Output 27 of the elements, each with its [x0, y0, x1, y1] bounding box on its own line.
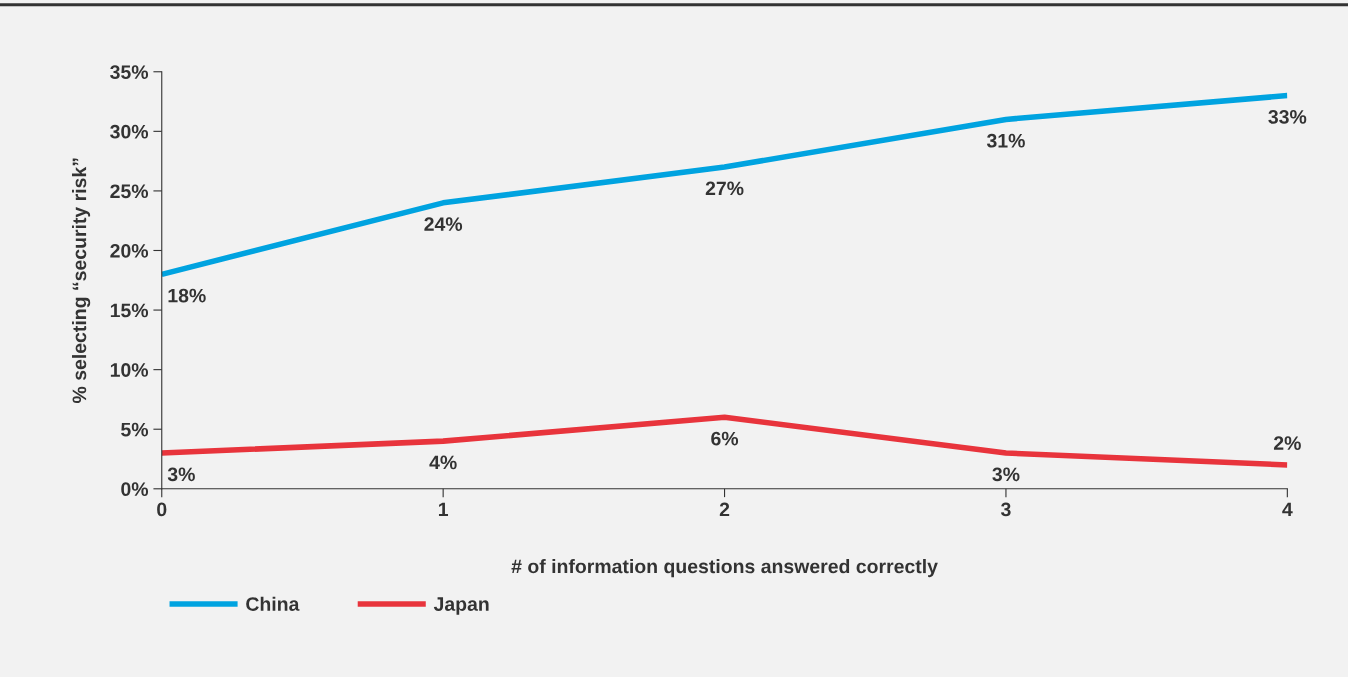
x-axis-title: # of information questions answered correctly — [511, 559, 938, 578]
x-tick-label: 2 — [719, 502, 730, 517]
y-tick-label: 15% — [110, 303, 149, 318]
y-tick-label: 20% — [110, 243, 149, 258]
y-tick-label: 35% — [110, 65, 149, 80]
data-label: 18% — [168, 288, 206, 303]
y-tick-label: 10% — [110, 363, 149, 377]
y-tick-label: 30% — [110, 124, 149, 139]
x-tick-label: 3 — [1000, 502, 1011, 517]
x-tick-label: 1 — [438, 502, 449, 517]
data-label: 6% — [711, 431, 739, 446]
data-label: 33% — [1268, 109, 1307, 124]
x-tick-label: 0 — [157, 502, 167, 517]
data-label: 3% — [992, 467, 1020, 482]
y-tick-label: 0% — [121, 482, 149, 497]
data-label: 4% — [429, 455, 457, 470]
data-label: 27% — [705, 181, 744, 196]
legend-label: China — [246, 596, 300, 611]
y-tick-label: 5% — [121, 422, 149, 437]
data-label: 2% — [1273, 436, 1301, 450]
data-label: 3% — [167, 467, 195, 482]
x-tick-label: 4 — [1282, 502, 1293, 517]
data-label: 31% — [986, 133, 1025, 148]
y-tick-label: 25% — [110, 184, 149, 199]
data-label: 24% — [424, 217, 463, 231]
y-axis-title: % selecting “security risk” — [71, 158, 91, 403]
legend-label: Japan — [433, 597, 489, 615]
